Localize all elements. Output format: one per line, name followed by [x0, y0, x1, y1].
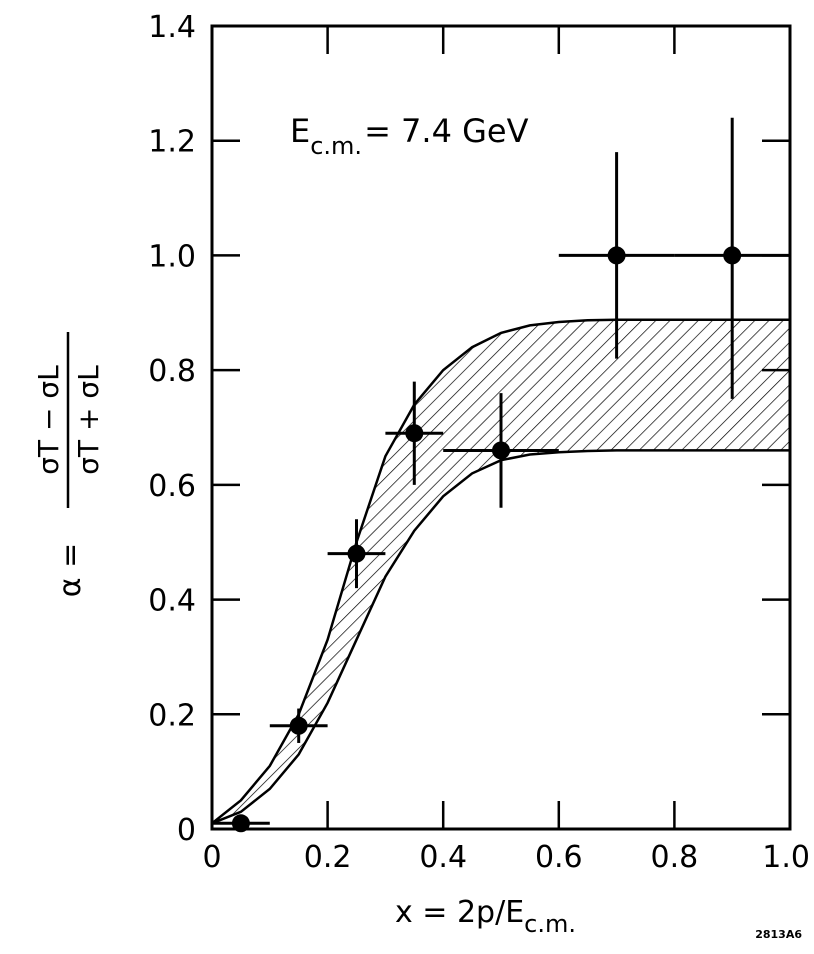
- y-axis-title: α = σT − σL σT + σL: [32, 332, 105, 597]
- x-tick-label: 0.2: [304, 840, 352, 875]
- data-point: [443, 393, 559, 508]
- y-tick-label: 1.2: [148, 125, 196, 160]
- x-tick-label: 0.8: [651, 840, 699, 875]
- energy-annotation-subscript: c.m.: [310, 132, 362, 160]
- figure-id: 2813A6: [755, 928, 802, 941]
- data-point: [674, 117, 790, 399]
- y-tick-label: 0.6: [148, 469, 196, 504]
- data-marker: [723, 246, 742, 265]
- y-axis-title-alpha: α =: [53, 543, 88, 597]
- x-axis-title-main: x = 2p/E: [395, 895, 524, 930]
- plot-frame: [210, 24, 792, 831]
- x-tick-label: 0: [202, 840, 221, 875]
- x-axis-title-subscript: c.m.: [524, 910, 576, 938]
- tick-labels: 0 0.2 0.4 0.6 0.8 1.0 1.2 1.4 0 0.2 0.4 0.6 0.8 1.0: [148, 10, 810, 875]
- energy-annotation: Ec.m.= 7.4 GeV: [290, 112, 529, 160]
- x-tick-label: 0.6: [535, 840, 583, 875]
- x-tick-label: 0.4: [419, 840, 467, 875]
- y-axis-title-denominator: σT + σL: [72, 365, 105, 475]
- data-marker: [347, 544, 366, 563]
- energy-annotation-rest: = 7.4 GeV: [364, 112, 529, 150]
- data-point: [269, 708, 328, 743]
- plot-area: [210, 24, 792, 833]
- y-axis-title-numerator: σT − σL: [32, 365, 65, 475]
- x-axis-title: x = 2p/Ec.m.: [395, 895, 576, 938]
- data-point: [385, 381, 444, 485]
- y-tick-label: 0.4: [148, 584, 196, 619]
- y-tick-label: 1.4: [148, 10, 196, 45]
- data-marker: [289, 716, 308, 735]
- data-point: [327, 519, 386, 589]
- y-tick-label: 0.2: [148, 698, 196, 733]
- y-tick-label: 0: [177, 813, 196, 848]
- y-tick-label: 1.0: [148, 239, 196, 274]
- data-points: [212, 117, 790, 833]
- energy-annotation-prefix: E: [290, 112, 310, 150]
- data-marker: [607, 246, 626, 265]
- data-marker: [405, 424, 424, 443]
- y-tick-label: 0.8: [148, 354, 196, 389]
- x-tick-label: 1.0: [762, 840, 810, 875]
- data-point: [558, 152, 675, 359]
- data-marker: [492, 441, 510, 460]
